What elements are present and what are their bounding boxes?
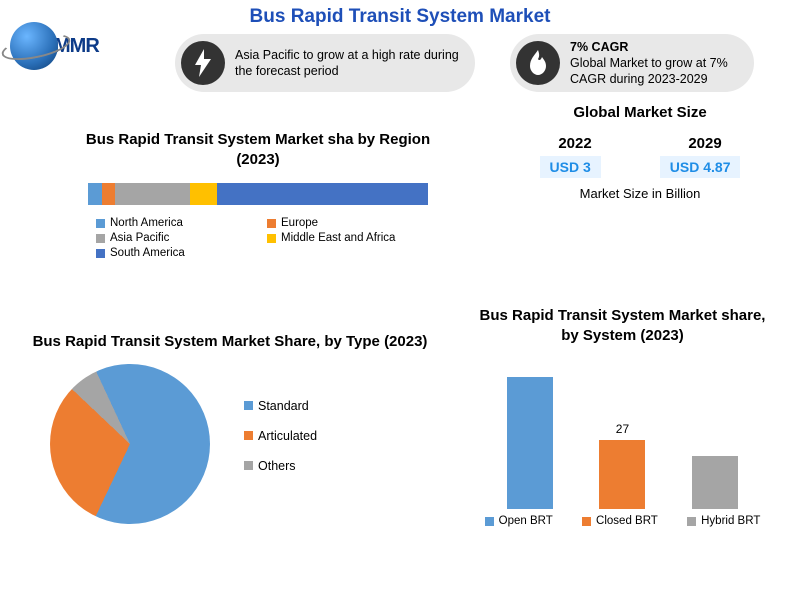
region-share-chart: Bus Rapid Transit System Market sha by R… — [78, 130, 438, 262]
mmr-logo: MMR — [10, 22, 99, 70]
global-size-caption: Market Size in Billion — [510, 186, 770, 201]
region-seg-europe — [102, 183, 116, 205]
system-chart-title: Bus Rapid Transit System Market share, b… — [470, 306, 775, 345]
bar-closed-brt: 27 — [599, 422, 645, 509]
type-share-chart: Bus Rapid Transit System Market Share, b… — [30, 332, 430, 524]
legend-hybrid-brt: Hybrid BRT — [687, 515, 760, 527]
system-share-chart: Bus Rapid Transit System Market share, b… — [470, 306, 775, 530]
legend-north-america: North America — [96, 217, 267, 229]
legend-standard: Standard — [244, 399, 317, 413]
page-title: Bus Rapid Transit System Market — [0, 0, 800, 28]
region-seg-north-america — [88, 183, 102, 205]
legend-others: Others — [244, 459, 317, 473]
globe-icon — [10, 22, 58, 70]
bar-open-brt — [507, 359, 553, 509]
region-legend: North AmericaEuropeAsia PacificMiddle Ea… — [96, 217, 438, 262]
highlight-cagr: 7% CAGR Global Market to grow at 7% CAGR… — [510, 34, 754, 92]
region-chart-title: Bus Rapid Transit System Market sha by R… — [78, 130, 438, 169]
legend-europe: Europe — [267, 217, 438, 229]
highlight-asia-pacific: Asia Pacific to grow at a high rate duri… — [175, 34, 475, 92]
legend-middle-east-and-africa: Middle East and Africa — [267, 232, 438, 244]
type-pie — [50, 364, 210, 524]
system-bars: 27 — [470, 351, 775, 509]
bolt-icon — [181, 41, 225, 85]
highlight1-text: Asia Pacific to grow at a high rate duri… — [235, 47, 461, 80]
cagr-title: 7% CAGR — [570, 39, 740, 55]
year-2022: 2022 — [558, 135, 591, 152]
global-market-size-panel: Global Market Size 2022 2029 USD 3 USD 4… — [510, 104, 770, 201]
type-legend: Standard Articulated Others — [244, 399, 317, 489]
legend-open-brt: Open BRT — [485, 515, 553, 527]
bar-hybrid-brt — [692, 438, 738, 509]
region-seg-middle-east-and-africa — [190, 183, 217, 205]
flame-icon — [516, 41, 560, 85]
value-2022: USD 3 — [540, 156, 601, 178]
region-seg-asia-pacific — [115, 183, 190, 205]
value-2029: USD 4.87 — [660, 156, 741, 178]
legend-articulated: Articulated — [244, 429, 317, 443]
legend-asia-pacific: Asia Pacific — [96, 232, 267, 244]
type-chart-title: Bus Rapid Transit System Market Share, b… — [30, 332, 430, 352]
global-size-title: Global Market Size — [510, 104, 770, 121]
year-2029: 2029 — [688, 135, 721, 152]
cagr-text: Global Market to grow at 7% CAGR during … — [570, 55, 740, 88]
legend-closed-brt: Closed BRT — [582, 515, 658, 527]
system-legend: Open BRT Closed BRT Hybrid BRT — [470, 515, 775, 530]
legend-south-america: South America — [96, 247, 267, 259]
region-bar — [88, 183, 428, 205]
bar-value: 27 — [616, 422, 629, 437]
region-seg-south-america — [217, 183, 428, 205]
